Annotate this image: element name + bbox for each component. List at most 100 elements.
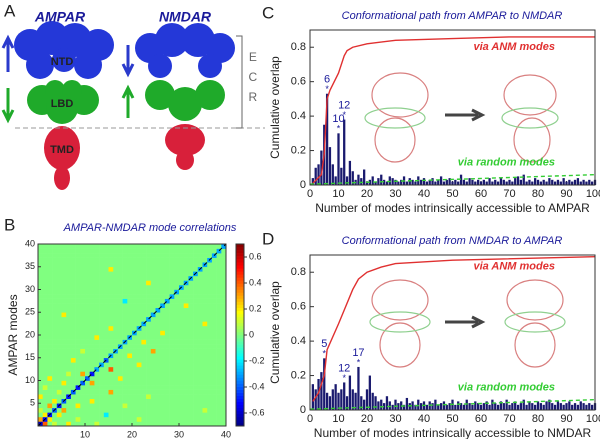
- heat-cell: [164, 357, 170, 363]
- bar: [488, 178, 491, 185]
- heat-cell: [94, 353, 100, 359]
- heat-cell: [155, 412, 161, 418]
- heat-cell: [146, 335, 152, 340]
- heat-cell: [183, 330, 189, 336]
- heat-cell: [193, 348, 199, 354]
- heat-cell: [160, 271, 166, 277]
- heat-cell: [141, 380, 147, 386]
- heat-cell: [179, 362, 184, 368]
- heat-cell: [47, 330, 53, 336]
- heat-cell: [132, 348, 137, 354]
- bar: [536, 179, 540, 185]
- heat-cell: [188, 280, 194, 286]
- heat-cell: [103, 312, 109, 318]
- heat-cell: [207, 416, 213, 422]
- heat-cell: [202, 284, 208, 290]
- bar: [542, 179, 545, 185]
- x-tick-label: 70: [503, 413, 515, 425]
- colorbar-step: [236, 274, 244, 278]
- heat-cell: [193, 294, 199, 299]
- heat-cell: [61, 344, 67, 349]
- heat-cell: [169, 330, 175, 336]
- heat-cell: [202, 371, 208, 377]
- heat-cell: [61, 421, 67, 427]
- heat-cell: [80, 330, 86, 336]
- bar: [556, 401, 560, 410]
- heat-cell: [47, 312, 53, 318]
- heat-cell: [216, 298, 222, 304]
- heat-cell: [164, 284, 170, 290]
- heat-cell: [197, 362, 203, 368]
- heat-cell: [80, 275, 86, 281]
- heat-cell: [89, 366, 95, 372]
- colorbar-tick-label: 0.2: [249, 303, 262, 313]
- heat-cell: [179, 325, 184, 331]
- heat-cell: [85, 339, 90, 345]
- heat-cell: [221, 366, 227, 372]
- heat-cell: [38, 312, 43, 318]
- heat-cell: [99, 385, 105, 390]
- heat-cell: [136, 262, 142, 268]
- bar: [388, 401, 391, 410]
- heat-cell: [94, 407, 100, 413]
- heat-cell: [160, 421, 166, 427]
- heat-cell: [42, 412, 48, 418]
- heat-cell: [117, 357, 123, 363]
- heat-cell: [66, 366, 72, 372]
- heat-cell: [141, 416, 147, 422]
- bar: [439, 403, 443, 410]
- heat-cell: [164, 325, 170, 331]
- heat-cell: [202, 412, 208, 418]
- heat-cell: [211, 394, 217, 399]
- heat-cell: [174, 266, 180, 272]
- heat-cell: [132, 366, 137, 372]
- heat-cell: [108, 294, 114, 299]
- heat-cell: [99, 294, 105, 299]
- heat-cell: [47, 385, 53, 390]
- heat-cell: [42, 362, 48, 368]
- bar: [536, 401, 540, 410]
- heat-cell: [61, 307, 67, 313]
- heat-cell: [70, 289, 76, 295]
- bar: [431, 178, 434, 185]
- bar: [411, 401, 414, 410]
- heat-cell: [197, 253, 203, 258]
- y-tick-label: 0.6: [291, 76, 306, 88]
- heat-cell: [216, 257, 222, 263]
- bar: [562, 178, 565, 185]
- heat-cell: [141, 253, 147, 258]
- heat-cell: [207, 353, 213, 359]
- heat-cell: [141, 257, 147, 263]
- heat-cell: [221, 266, 227, 272]
- heat-cell: [108, 344, 114, 349]
- heat-cell: [61, 275, 67, 281]
- heat-cell: [108, 362, 114, 368]
- heat-cell: [75, 316, 81, 322]
- heat-cell: [52, 275, 58, 281]
- bar: [559, 403, 562, 410]
- heat-cell: [42, 403, 48, 409]
- heat-cell: [216, 253, 222, 258]
- heat-cell: [136, 389, 142, 395]
- heat-cell: [197, 394, 203, 399]
- heat-cell: [56, 375, 62, 381]
- heat-cell: [99, 244, 105, 249]
- heat-cell: [136, 375, 142, 381]
- heat-cell: [183, 266, 189, 272]
- heat-cell: [179, 371, 184, 377]
- heat-cell: [183, 335, 189, 340]
- heat-cell: [169, 371, 175, 377]
- heat-cell: [179, 307, 184, 313]
- heat-cell: [108, 416, 114, 422]
- heat-cell: [211, 344, 217, 349]
- heat-cell: [52, 421, 58, 427]
- heat-cell: [155, 344, 161, 349]
- heat-cell: [183, 416, 189, 422]
- bar: [576, 404, 580, 410]
- heat-cell: [99, 403, 105, 409]
- colorbar-step: [236, 383, 244, 387]
- heat-cell: [216, 335, 222, 340]
- heat-cell: [216, 271, 222, 277]
- bar: [380, 399, 383, 410]
- heat-cell: [80, 421, 86, 427]
